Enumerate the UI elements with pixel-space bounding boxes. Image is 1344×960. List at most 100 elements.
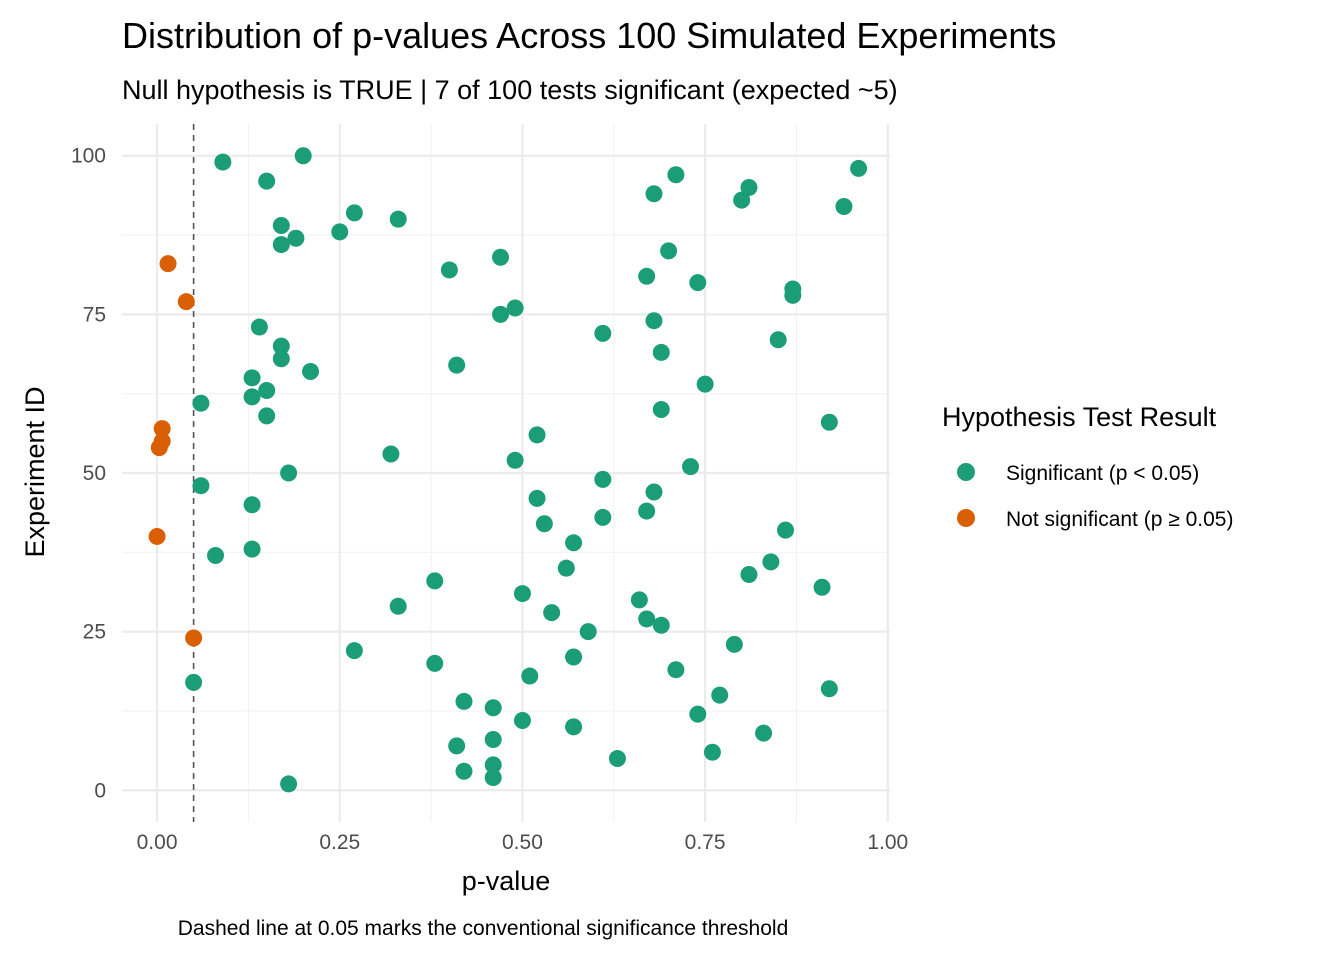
legend: Hypothesis Test Result Significant (p < … [942,402,1233,531]
point-significant [455,692,473,710]
point-significant [272,337,290,355]
point-not-significant [148,527,166,545]
point-significant [543,604,561,622]
point-significant [250,318,268,336]
point-significant [243,496,261,514]
point-significant [733,191,751,209]
point-significant [280,464,298,482]
point-not-significant [159,255,177,273]
point-significant [835,197,853,215]
point-significant [652,401,670,419]
point-significant [484,756,502,774]
point-significant [565,718,583,736]
point-significant [302,362,320,380]
point-significant [448,356,466,374]
point-significant [345,204,363,222]
point-significant [214,153,232,171]
point-significant [528,426,546,444]
point-significant [389,210,407,228]
point-significant [594,470,612,488]
y-tick-label: 100 [71,145,106,168]
point-significant [513,711,531,729]
x-axis-ticks: 0.00 0.25 0.50 0.75 1.00 [137,831,909,854]
point-significant [280,775,298,793]
point-significant [448,737,466,755]
point-significant [185,673,203,691]
point-significant [762,553,780,571]
point-significant [820,413,838,431]
point-significant [506,299,524,317]
point-significant [630,591,648,609]
y-axis-ticks: 0 25 50 75 100 [71,145,106,803]
point-significant [711,686,729,704]
point-significant [820,680,838,698]
legend-swatch-significant [957,463,975,481]
point-significant [192,477,210,495]
point-significant [777,521,795,539]
point-significant [594,324,612,342]
point-significant [272,217,290,235]
data-points [148,147,868,793]
y-tick-label: 50 [83,462,106,485]
point-significant [755,724,773,742]
point-significant [506,451,524,469]
y-tick-label: 0 [94,779,106,802]
point-significant [243,388,261,406]
point-significant [652,616,670,634]
point-significant [192,394,210,412]
point-significant [492,305,510,323]
point-significant [258,407,276,425]
point-significant [579,623,597,641]
point-significant [258,172,276,190]
point-significant [689,705,707,723]
point-significant [207,546,225,564]
point-significant [331,223,349,241]
point-significant [813,578,831,596]
point-significant [594,508,612,526]
point-significant [608,750,626,768]
point-not-significant [177,293,195,311]
y-tick-label: 75 [83,303,106,326]
y-tick-label: 25 [83,621,106,644]
point-significant [740,566,758,584]
x-tick-label: 0.00 [137,831,178,854]
chart-subtitle: Null hypothesis is TRUE | 7 of 100 tests… [122,75,898,105]
point-significant [258,382,276,400]
point-significant [652,343,670,361]
point-significant [689,274,707,292]
point-not-significant [153,432,171,450]
point-significant [660,242,678,260]
chart-caption: Dashed line at 0.05 marks the convention… [178,917,789,940]
point-significant [426,654,444,672]
legend-label-not-significant: Not significant (p ≥ 0.05) [1006,508,1233,531]
point-significant [484,731,502,749]
point-significant [243,369,261,387]
point-significant [565,648,583,666]
point-significant [294,147,312,165]
legend-title: Hypothesis Test Result [942,402,1217,432]
point-not-significant [185,629,203,647]
point-significant [345,642,363,660]
point-significant [440,261,458,279]
point-significant [645,185,663,203]
point-significant [696,375,714,393]
point-significant [638,502,656,520]
point-significant [740,178,758,196]
point-significant [769,331,787,349]
point-significant [850,159,868,177]
x-axis-title: p-value [462,866,551,896]
point-significant [682,458,700,476]
point-significant [484,769,502,787]
point-significant [557,559,575,577]
point-significant [645,312,663,330]
point-significant [528,489,546,507]
point-significant [725,635,743,653]
point-significant [426,572,444,590]
x-tick-label: 0.25 [319,831,360,854]
legend-label-significant: Significant (p < 0.05) [1006,462,1199,485]
point-significant [667,166,685,184]
x-tick-label: 0.75 [685,831,726,854]
point-significant [645,483,663,501]
point-significant [272,350,290,368]
